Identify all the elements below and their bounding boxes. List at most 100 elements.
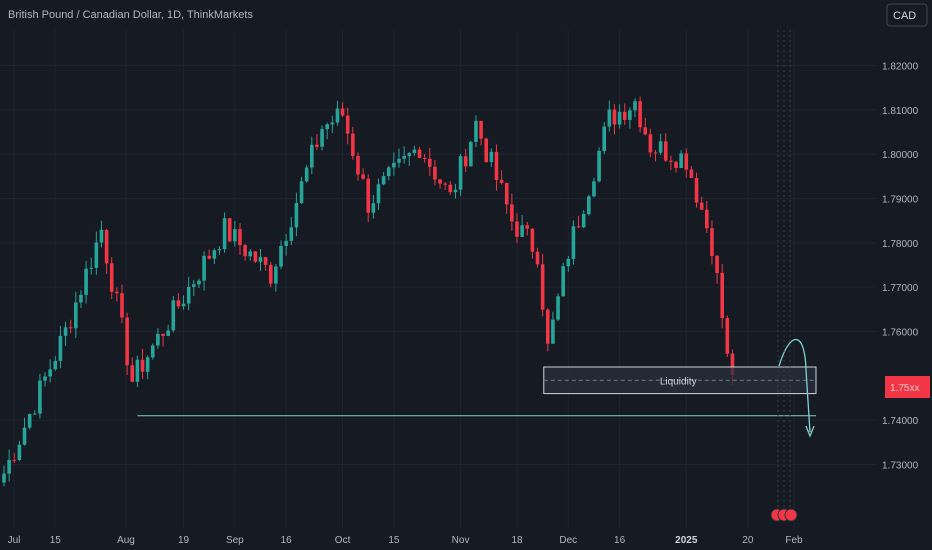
candle-body: [192, 284, 196, 287]
candle-body: [166, 330, 170, 336]
candle-body: [648, 134, 653, 153]
currency-badge-box[interactable]: [886, 3, 928, 27]
candle-body: [663, 141, 668, 161]
candle-body: [176, 300, 181, 307]
candle-body: [7, 459, 11, 474]
candle-body: [694, 178, 699, 203]
candle-body: [674, 161, 678, 169]
candle-body: [504, 182, 509, 205]
candle-body: [371, 203, 376, 213]
x-tick-label: Feb: [785, 535, 803, 546]
candle-body: [150, 345, 155, 358]
candle-body: [74, 302, 78, 329]
candle-body: [63, 327, 68, 336]
candle-body: [258, 257, 263, 262]
candle-body: [448, 184, 453, 193]
candle-body: [94, 242, 99, 268]
candle-body: [587, 196, 591, 215]
x-tick-label: 18: [511, 535, 523, 546]
candles[interactable]: [2, 96, 735, 487]
candle-body: [494, 151, 499, 181]
candle-body: [417, 149, 422, 158]
candle-body: [156, 333, 160, 346]
candle-body: [520, 225, 524, 237]
candle-body: [453, 189, 458, 193]
grid: [0, 30, 876, 528]
candle-body: [325, 124, 329, 130]
x-tick-label: 16: [281, 535, 293, 546]
x-tick-label: 16: [614, 535, 626, 546]
x-axis: Jul 15 Aug 19 Sep 16 Oct 15 Nov 18 Dec 16 2025 20 Feb: [8, 535, 803, 546]
y-tick-label: 1.77000: [882, 283, 919, 294]
y-axis: 1.82000 1.81000 1.80000 1.79000 1.78000 1.770…: [882, 61, 919, 471]
y-tick-label: 1.73000: [882, 461, 919, 472]
candle-body: [479, 120, 483, 139]
candle-body: [48, 369, 52, 377]
candle-body: [397, 158, 401, 163]
candle-body: [653, 152, 658, 154]
candle-body: [304, 167, 309, 182]
candle-body: [284, 240, 288, 246]
candle-body: [515, 221, 519, 237]
candle-body: [638, 101, 642, 128]
candle-body: [84, 268, 88, 295]
candle-body: [392, 162, 396, 168]
candle-body: [617, 111, 622, 125]
candle-body: [576, 226, 581, 228]
candle-body: [376, 184, 381, 204]
candle-body: [705, 209, 709, 229]
candle-body: [366, 178, 371, 213]
candle-body: [233, 229, 237, 242]
candle-body: [217, 249, 222, 251]
candle-body: [710, 228, 714, 256]
candle-body: [386, 167, 391, 177]
candle-body: [227, 218, 232, 242]
candle-body: [356, 155, 360, 175]
candle-body: [109, 263, 114, 292]
candle-body: [345, 115, 350, 134]
candle-body: [268, 264, 273, 284]
x-tick-label: Jul: [8, 535, 21, 546]
candle-body: [253, 251, 258, 262]
currency-badge[interactable]: CAD: [893, 10, 916, 22]
candle-body: [602, 126, 607, 151]
candle-body: [484, 138, 489, 162]
candle-body: [658, 141, 663, 153]
candle-body: [463, 156, 468, 167]
price-tag-label: 1.75xx: [890, 383, 919, 394]
candle-body: [89, 267, 94, 269]
y-tick-label: 1.80000: [882, 150, 919, 161]
candle-body: [669, 160, 673, 162]
candle-body: [115, 291, 119, 294]
candle-body: [12, 459, 17, 461]
candle-body: [715, 255, 719, 273]
candle-body: [720, 272, 724, 319]
x-tick-label: Dec: [559, 535, 577, 546]
y-tick-label: 1.81000: [882, 106, 919, 117]
candle-body: [161, 333, 165, 336]
candle-body: [104, 229, 109, 264]
candle-body: [202, 255, 206, 281]
candle-body: [243, 245, 247, 257]
candle-body: [294, 203, 299, 228]
candle-body: [125, 317, 129, 366]
candle-body: [628, 110, 632, 120]
candle-body: [530, 228, 535, 252]
candle-body: [566, 258, 571, 267]
candle-body: [248, 251, 253, 257]
candle-body: [27, 414, 32, 428]
overlays: Liquidity: [137, 30, 817, 510]
candle-body: [330, 122, 335, 125]
x-tick-label: 2025: [675, 535, 698, 546]
candle-body: [433, 166, 437, 180]
candle-body: [186, 286, 191, 304]
x-tick-label: 19: [178, 535, 190, 546]
candle-body: [422, 157, 427, 159]
event-markers[interactable]: [770, 508, 798, 522]
candle-body: [489, 151, 494, 162]
x-tick-label: Nov: [452, 535, 470, 546]
candle-body: [68, 327, 73, 329]
candle-body: [79, 294, 83, 303]
candle-body: [361, 174, 365, 179]
